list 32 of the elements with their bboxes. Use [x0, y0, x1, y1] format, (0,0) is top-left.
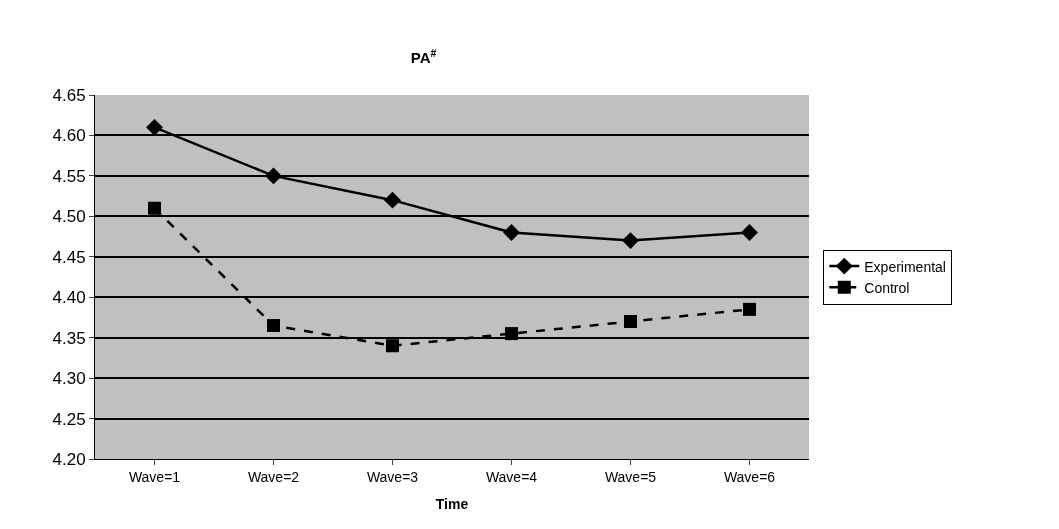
legend-label: Control	[864, 279, 910, 296]
y-tick-label: 4.30	[52, 369, 86, 389]
point	[741, 224, 758, 241]
point	[743, 302, 756, 316]
point	[267, 319, 280, 333]
y-tick-label: 4.20	[52, 449, 86, 469]
y-tick-label: 4.50	[52, 207, 86, 227]
point	[148, 201, 161, 215]
y-tick-label: 4.45	[52, 247, 86, 267]
x-tick-label: Wave=6	[723, 468, 776, 485]
point	[386, 339, 399, 353]
legend-label: Experimental	[864, 258, 946, 275]
y-tick-label: 4.40	[52, 288, 86, 308]
y-tick-label: 4.60	[52, 126, 86, 146]
x-axis-title: Time	[435, 496, 469, 513]
y-tick-label: 4.55	[52, 166, 86, 186]
point	[146, 118, 163, 136]
point	[505, 327, 518, 341]
x-tick-label: Wave=4	[485, 468, 538, 485]
point	[622, 232, 639, 250]
x-tick-label: Wave=2	[247, 468, 300, 485]
point	[384, 191, 401, 209]
y-tick-label: 4.35	[52, 328, 86, 348]
point	[265, 167, 282, 185]
y-tick-label: 4.65	[52, 85, 86, 105]
point	[503, 224, 520, 241]
point	[624, 314, 637, 328]
x-tick-label: Wave=3	[366, 468, 419, 485]
x-tick-label: Wave=5	[604, 468, 657, 485]
x-tick-label: Wave=1	[128, 468, 181, 485]
chart-title: PA$^{#}$	[410, 47, 437, 67]
y-tick-label: 4.25	[52, 409, 86, 429]
